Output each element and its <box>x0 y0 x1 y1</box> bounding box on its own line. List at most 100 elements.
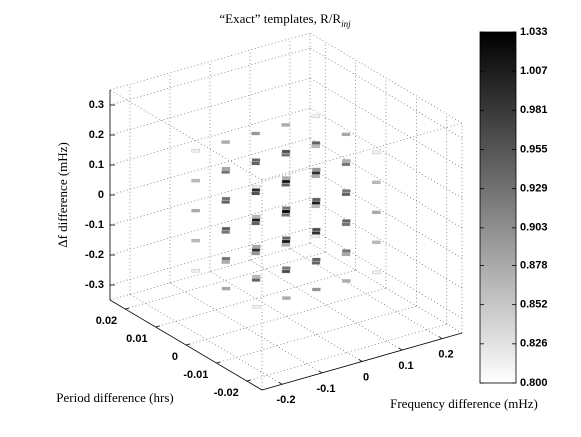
point <box>311 204 320 209</box>
z-tick-label: 0.3 <box>89 99 104 111</box>
point <box>221 230 230 234</box>
y-tick <box>155 325 160 328</box>
point <box>281 239 291 244</box>
colorbar-tick-label: 0.800 <box>520 377 548 389</box>
z-tick-label: 0.1 <box>89 159 104 171</box>
chart-title: “Exact” templates, R/Rinj <box>219 11 351 29</box>
z-axis-label: Δf difference (mHz) <box>55 142 70 248</box>
grid-line <box>309 47 463 139</box>
point <box>312 227 321 232</box>
y-tick-label: 0.01 <box>126 333 147 345</box>
box-edge <box>309 32 463 124</box>
point <box>221 260 230 264</box>
point <box>341 252 351 257</box>
point <box>221 166 231 171</box>
z-tick-label: -0.2 <box>85 249 104 261</box>
grid-line <box>209 271 363 362</box>
point <box>311 261 321 265</box>
grid-line <box>309 227 463 319</box>
point <box>191 208 200 213</box>
colorbar-tick-label: 0.826 <box>520 338 548 350</box>
point <box>341 132 351 137</box>
point <box>311 141 321 145</box>
y-tick-label: -0.02 <box>214 387 239 399</box>
point <box>342 159 351 163</box>
point <box>341 162 351 167</box>
grid-line <box>309 107 463 199</box>
y-tick-label: -0.01 <box>183 369 208 381</box>
y-tick <box>125 307 130 310</box>
point <box>281 149 291 154</box>
y-axis-label: Period difference (hrs) <box>56 390 173 405</box>
x-tick <box>318 370 323 374</box>
point <box>251 161 260 166</box>
point <box>372 210 381 215</box>
point <box>251 188 261 192</box>
box-edge <box>109 89 263 181</box>
grid-line <box>309 137 463 229</box>
point <box>191 148 200 153</box>
colorbar <box>479 31 517 384</box>
point <box>221 226 231 231</box>
point <box>281 123 290 127</box>
point <box>312 287 321 292</box>
point <box>191 268 200 273</box>
x-tick-label: -0.2 <box>277 394 296 406</box>
point <box>311 234 320 239</box>
colorbar-tick-label: 0.929 <box>520 183 548 195</box>
point <box>221 200 230 204</box>
point <box>342 219 351 223</box>
y-tick-label: 0.02 <box>96 315 117 327</box>
x-tick <box>358 359 363 362</box>
z-tick-label: -0.1 <box>85 219 104 231</box>
y-tick <box>216 361 221 364</box>
grid-line <box>309 167 463 259</box>
point <box>311 231 321 235</box>
point <box>372 150 381 155</box>
x-tick-label: 0.1 <box>398 360 413 372</box>
point <box>281 183 290 187</box>
z-tick-label: 0.2 <box>89 129 104 141</box>
z-tick-label: 0 <box>98 189 104 201</box>
point <box>311 174 320 179</box>
colorbar-tick-label: 1.033 <box>520 26 548 38</box>
x-axis-label: Frequency difference (mHz) <box>390 396 538 411</box>
point <box>342 249 351 253</box>
point <box>311 201 321 205</box>
point <box>281 243 290 247</box>
grid-line <box>249 259 403 351</box>
point <box>282 266 291 270</box>
point <box>251 191 260 196</box>
point <box>341 222 351 227</box>
point <box>251 248 261 252</box>
point <box>221 196 231 201</box>
point <box>281 209 291 214</box>
point <box>312 197 321 202</box>
point <box>312 257 321 262</box>
point <box>311 171 321 175</box>
point <box>341 192 351 197</box>
point <box>311 114 320 119</box>
colorbar-tick-label: 0.903 <box>520 222 548 234</box>
point <box>251 278 261 282</box>
point <box>252 274 261 279</box>
point <box>191 238 200 243</box>
point <box>252 184 261 189</box>
x-tick <box>278 381 283 385</box>
point <box>312 167 321 172</box>
point <box>372 240 381 245</box>
point <box>282 206 291 210</box>
point <box>252 244 261 249</box>
x-tick <box>398 347 403 351</box>
grid-line <box>129 294 283 385</box>
point <box>251 158 261 162</box>
point <box>342 279 351 283</box>
point <box>281 213 290 217</box>
point <box>281 153 290 157</box>
grid-line <box>309 197 463 289</box>
point <box>191 178 200 183</box>
y-tick-label: 0 <box>172 351 178 363</box>
point <box>251 218 261 222</box>
y-tick <box>185 343 191 346</box>
